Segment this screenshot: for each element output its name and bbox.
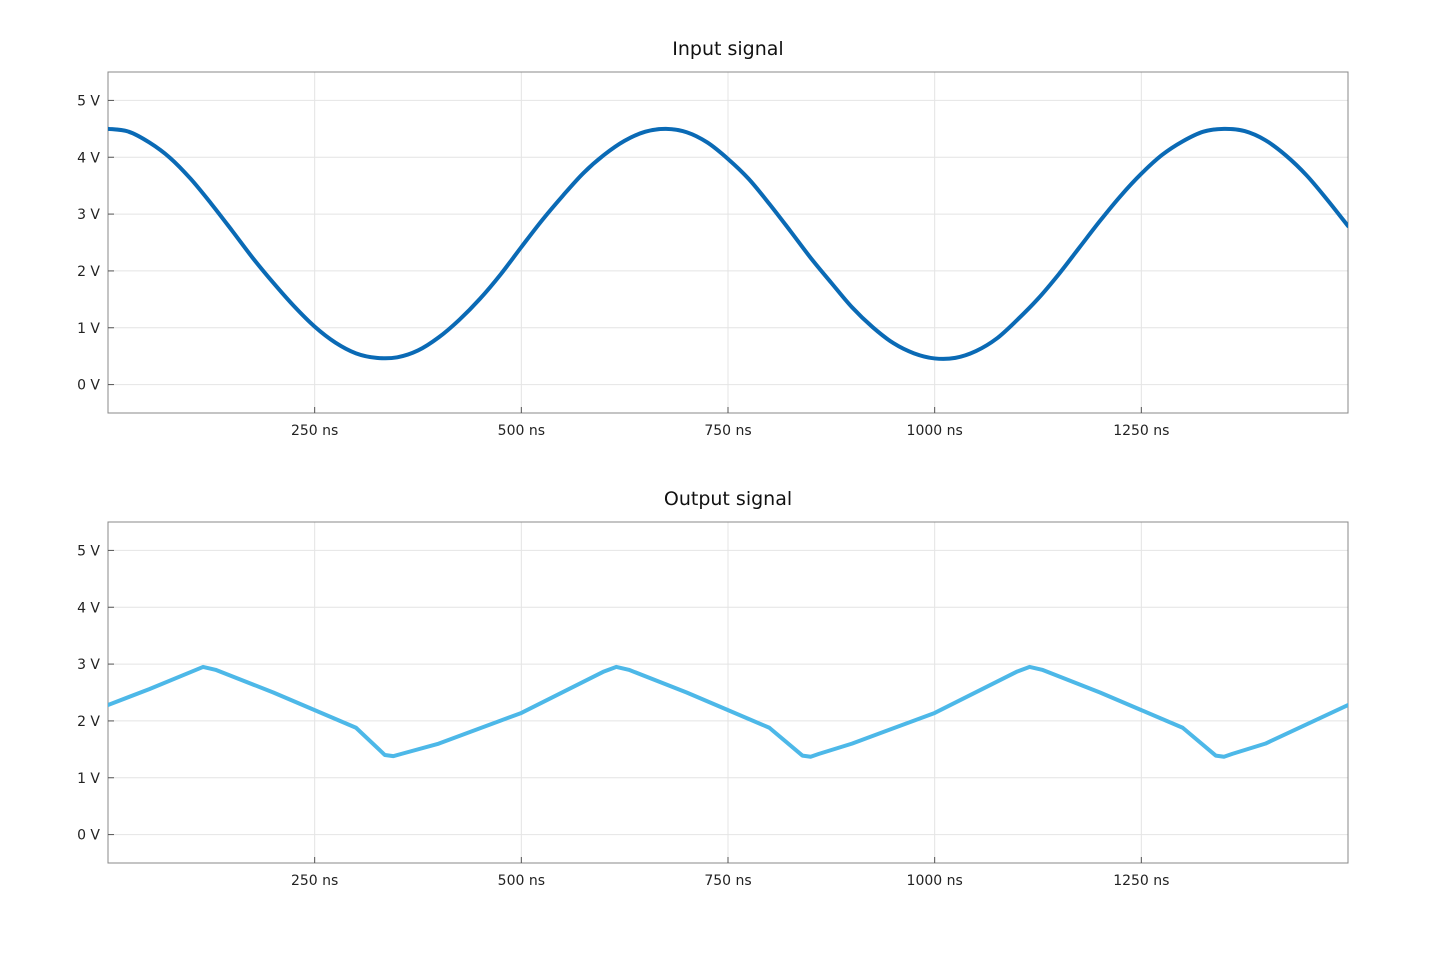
- output-y-tick-label: 4 V: [77, 600, 100, 616]
- input-x-tick-label: 1250 ns: [1113, 423, 1169, 439]
- output-x-tick-label: 1250 ns: [1113, 873, 1169, 889]
- input-y-tick-label: 3 V: [77, 207, 100, 223]
- output-x-tick-label: 500 ns: [498, 873, 545, 889]
- output-x-tick-label: 750 ns: [704, 873, 751, 889]
- input-plot-title: Input signal: [672, 38, 783, 60]
- output-plot-title: Output signal: [664, 488, 792, 510]
- output-y-tick-label: 5 V: [77, 543, 100, 559]
- output-y-tick-label: 1 V: [77, 771, 100, 787]
- output-y-tick-label: 2 V: [77, 714, 100, 730]
- input-y-tick-label: 2 V: [77, 264, 100, 280]
- input-x-tick-label: 750 ns: [704, 423, 751, 439]
- input-x-tick-label: 250 ns: [291, 423, 338, 439]
- input-y-tick-label: 5 V: [77, 93, 100, 109]
- input-y-tick-label: 1 V: [77, 321, 100, 337]
- input-signal-plot: Input signal 250 ns 500 ns 750 ns 1000 ns 125…: [77, 38, 1349, 439]
- input-y-tick-label: 4 V: [77, 150, 100, 166]
- output-y-tick-label: 3 V: [77, 657, 100, 673]
- output-signal-line: [108, 664, 1348, 759]
- input-x-tick-label: 500 ns: [498, 423, 545, 439]
- input-y-tick-label: 0 V: [77, 378, 100, 394]
- input-x-tick-label: 1000 ns: [907, 423, 963, 439]
- input-signal-line: [108, 126, 1348, 361]
- output-x-tick-label: 250 ns: [291, 873, 338, 889]
- output-signal-plot: Output signal 250 ns 500 ns 750 ns 1000 ns 12…: [77, 488, 1349, 889]
- output-y-tick-label: 0 V: [77, 828, 100, 844]
- output-x-tick-label: 1000 ns: [907, 873, 963, 889]
